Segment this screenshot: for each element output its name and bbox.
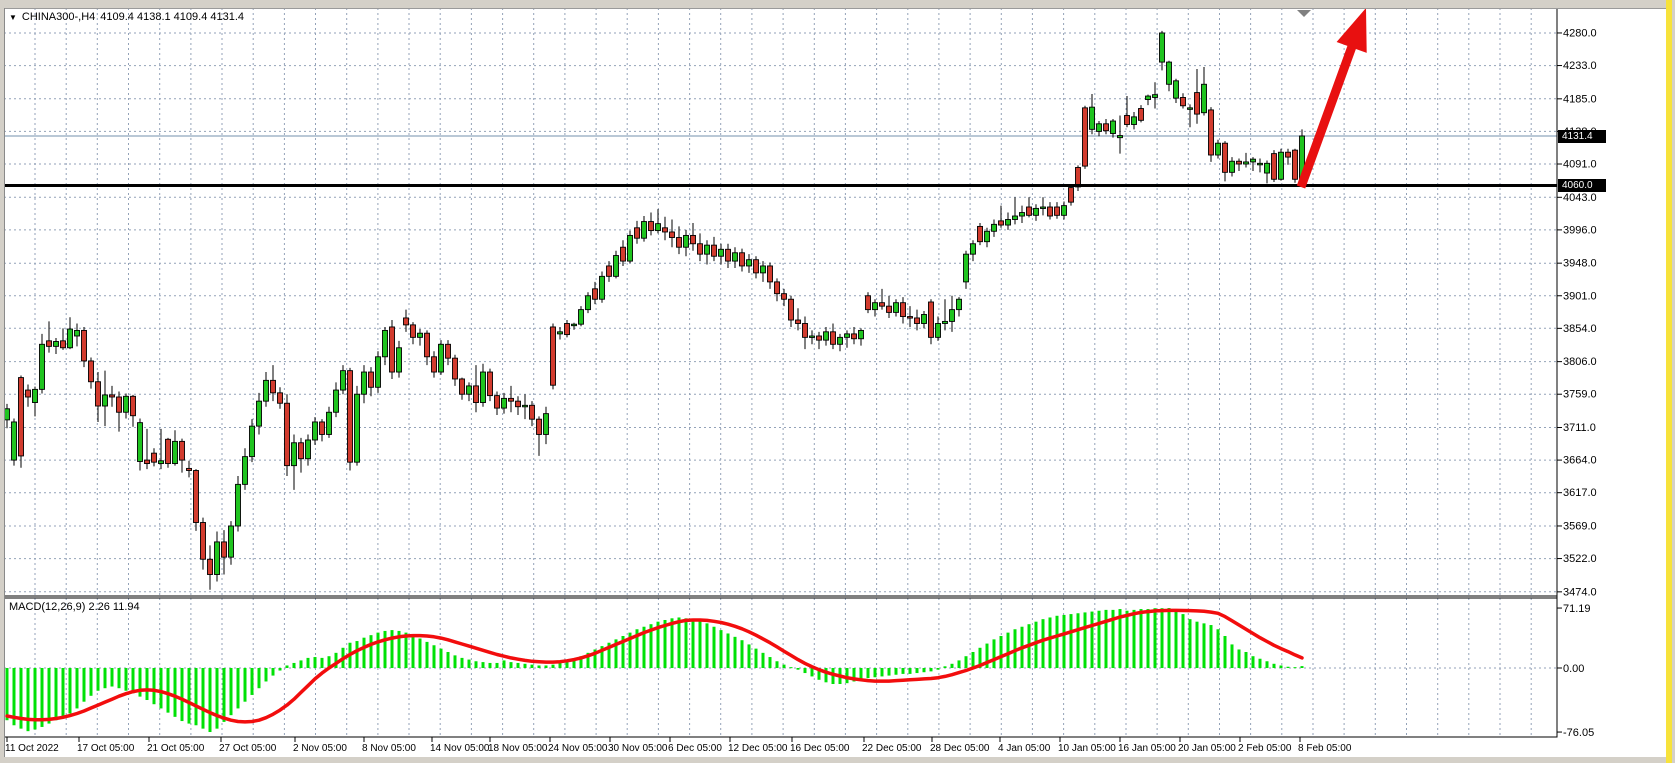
svg-text:11 Oct 2022: 11 Oct 2022 [5,743,59,754]
svg-text:24 Nov 05:00: 24 Nov 05:00 [548,743,608,754]
svg-text:71.19: 71.19 [1563,603,1591,615]
svg-text:28 Dec 05:00: 28 Dec 05:00 [930,743,990,754]
chart-shift-marker [1297,10,1311,17]
trend-arrow [1296,8,1367,189]
macd-histogram [5,608,1304,733]
svg-text:10 Jan 05:00: 10 Jan 05:00 [1058,743,1116,754]
svg-text:27 Oct 05:00: 27 Oct 05:00 [219,743,277,754]
support-line-price-badge: 4060.0 [1558,179,1606,192]
svg-text:8 Nov 05:00: 8 Nov 05:00 [362,743,416,754]
svg-text:4091.0: 4091.0 [1563,159,1597,171]
svg-text:3664.0: 3664.0 [1563,455,1597,467]
svg-text:6 Dec 05:00: 6 Dec 05:00 [668,743,722,754]
svg-text:4185.0: 4185.0 [1563,93,1597,105]
symbol-ohlc-values: 4109.4 4138.1 4109.4 4131.4 [100,11,245,23]
svg-text:3996.0: 3996.0 [1563,224,1597,236]
svg-text:4043.0: 4043.0 [1563,192,1597,204]
macd-axis-labels: 71.19 0.00 -76.05 [1557,603,1594,739]
svg-text:3806.0: 3806.0 [1563,356,1597,368]
price-axis-labels: 4280.04233.04185.04138.04091.04043.03996… [1557,27,1597,598]
svg-text:-76.05: -76.05 [1563,727,1594,739]
window-top-border [0,0,1675,9]
svg-text:20 Jan 05:00: 20 Jan 05:00 [1178,743,1236,754]
svg-text:30 Nov 05:00: 30 Nov 05:00 [608,743,668,754]
svg-text:3759.0: 3759.0 [1563,389,1597,401]
svg-text:4233.0: 4233.0 [1563,60,1597,72]
svg-text:2 Nov 05:00: 2 Nov 05:00 [293,743,347,754]
macd-signal-line [5,608,1304,724]
window-edge-highlight [1666,0,1672,763]
svg-text:3522.0: 3522.0 [1563,553,1597,565]
window-left-border [0,8,5,757]
chart-grid [4,8,1557,737]
svg-text:16 Jan 05:00: 16 Jan 05:00 [1118,743,1176,754]
svg-text:18 Nov 05:00: 18 Nov 05:00 [488,743,548,754]
symbol-title: CHINA300-,H4 [21,11,96,23]
macd-indicator-label: MACD(12,26,9) 2.26 11.94 [9,601,140,613]
svg-text:3901.0: 3901.0 [1563,290,1597,302]
svg-text:8 Feb 05:00: 8 Feb 05:00 [1298,743,1352,754]
svg-text:3617.0: 3617.0 [1563,487,1597,499]
svg-text:14 Nov 05:00: 14 Nov 05:00 [430,743,490,754]
window-bottom-border [0,757,1675,763]
symbol-dropdown-icon[interactable]: ▼ [9,12,17,22]
time-axis-labels: 11 Oct 2022 17 Oct 05:00 21 Oct 05:00 27 Oc… [5,737,1352,754]
svg-text:16 Dec 05:00: 16 Dec 05:00 [790,743,850,754]
candlestick-series [4,30,1305,590]
window-right-border [1672,0,1675,763]
svg-text:3569.0: 3569.0 [1563,520,1597,532]
svg-text:22 Dec 05:00: 22 Dec 05:00 [862,743,922,754]
svg-text:3711.0: 3711.0 [1563,422,1596,434]
current-price-badge: 4131.4 [1558,129,1606,143]
svg-text:12 Dec 05:00: 12 Dec 05:00 [728,743,788,754]
svg-text:3948.0: 3948.0 [1563,258,1597,270]
svg-text:4 Jan 05:00: 4 Jan 05:00 [998,743,1051,754]
svg-text:4280.0: 4280.0 [1563,27,1597,39]
svg-text:0.00: 0.00 [1563,663,1584,675]
svg-text:3854.0: 3854.0 [1563,323,1597,335]
svg-text:2 Feb 05:00: 2 Feb 05:00 [1238,743,1292,754]
svg-text:21 Oct 05:00: 21 Oct 05:00 [147,743,205,754]
svg-text:3474.0: 3474.0 [1563,586,1597,598]
symbol-info: ▼ CHINA300-,H4 4109.4 4138.1 4109.4 4131… [9,11,244,23]
svg-text:17 Oct 05:00: 17 Oct 05:00 [77,743,135,754]
